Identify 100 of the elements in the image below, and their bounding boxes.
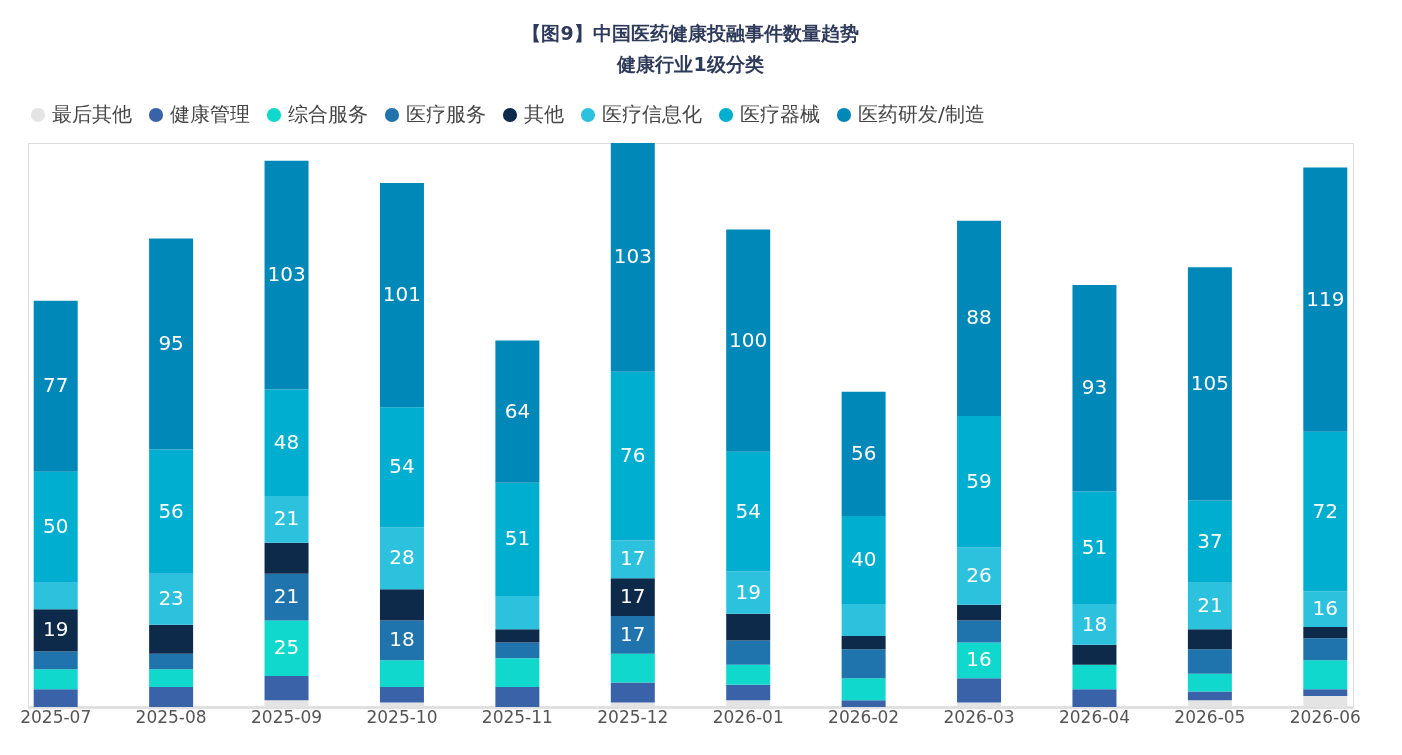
bar <box>495 340 540 483</box>
legend-label: 医疗信息化 <box>602 102 702 126</box>
data-label: 17 <box>620 546 646 571</box>
bar <box>1072 664 1117 690</box>
bar <box>149 653 194 670</box>
data-label: 105 <box>1190 370 1229 395</box>
data-label: 21 <box>1197 592 1223 617</box>
bar <box>841 700 886 707</box>
bar <box>841 604 886 636</box>
data-label: 19 <box>735 579 761 604</box>
data-label: 56 <box>850 440 877 465</box>
bar <box>33 582 78 610</box>
bar <box>841 678 886 701</box>
bar <box>726 664 771 685</box>
bar <box>957 678 1002 703</box>
data-label: 119 <box>1306 286 1345 311</box>
bar <box>1303 660 1348 690</box>
x-tick-label: 2026-02 <box>828 706 900 727</box>
bar <box>1303 689 1348 696</box>
bar <box>610 682 655 703</box>
data-label: 48 <box>273 429 300 454</box>
bar <box>495 687 540 707</box>
bar <box>610 615 655 654</box>
data-label: 77 <box>42 373 69 398</box>
bar <box>149 687 194 707</box>
bar <box>1303 431 1348 592</box>
data-label: 93 <box>1081 375 1108 400</box>
bar <box>149 624 194 654</box>
bar <box>495 642 540 659</box>
x-tick-label: 2025-10 <box>366 706 438 727</box>
bar <box>957 604 1002 621</box>
data-label: 18 <box>389 627 415 652</box>
bar <box>379 589 424 621</box>
bar <box>264 389 309 497</box>
bar <box>1187 691 1232 701</box>
x-tick-label: 2025-09 <box>251 706 323 727</box>
data-label: 16 <box>966 647 992 672</box>
legend-label: 医疗器械 <box>740 102 820 126</box>
bar <box>841 649 886 679</box>
x-tick-label: 2026-04 <box>1058 706 1130 727</box>
bar <box>1303 627 1348 639</box>
bar <box>33 609 78 652</box>
bar <box>264 620 309 676</box>
bar <box>379 660 424 688</box>
data-label: 16 <box>1312 596 1339 621</box>
data-label: 40 <box>850 547 877 572</box>
bar <box>1187 500 1232 583</box>
x-tick-label: 2025-11 <box>481 706 553 727</box>
bar <box>957 547 1002 605</box>
bar <box>610 371 655 541</box>
bar <box>1187 267 1232 501</box>
legend-label: 医疗服务 <box>406 102 486 126</box>
data-label: 72 <box>1312 498 1339 523</box>
data-label: 17 <box>620 584 646 609</box>
bar <box>495 629 540 643</box>
x-tick-label: 2025-12 <box>597 706 669 727</box>
data-label: 101 <box>382 282 422 307</box>
bar <box>1187 673 1232 692</box>
legend-label: 综合服务 <box>288 102 368 126</box>
bar <box>379 620 424 661</box>
bar <box>379 407 424 528</box>
x-tick-label: 2025-07 <box>20 706 92 727</box>
bar <box>610 143 655 372</box>
bar <box>33 300 78 472</box>
bar <box>726 451 771 572</box>
x-tick-label: 2025-08 <box>135 706 207 727</box>
bar <box>33 669 78 690</box>
bar <box>726 684 771 701</box>
data-label: 54 <box>735 498 761 523</box>
bar <box>1187 629 1232 650</box>
data-label: 103 <box>267 262 306 287</box>
bar <box>1187 582 1232 630</box>
data-label: 25 <box>273 635 300 660</box>
bar <box>610 653 655 683</box>
bar <box>264 160 309 390</box>
bar <box>726 229 771 452</box>
bar <box>841 516 886 605</box>
x-tick-label: 2026-05 <box>1174 706 1246 727</box>
bar <box>264 496 309 543</box>
bar <box>149 449 194 574</box>
bar <box>495 658 540 688</box>
legend-label: 医药研发/制造 <box>858 102 985 126</box>
bar <box>33 651 78 670</box>
bar <box>957 220 1002 417</box>
chart-subtitle: 健康行业1级分类 <box>616 53 764 75</box>
bar <box>1072 285 1117 492</box>
data-label: 28 <box>389 545 415 570</box>
data-label: 100 <box>729 327 768 352</box>
bar <box>379 527 424 590</box>
bar <box>495 482 540 596</box>
bar <box>264 573 309 621</box>
data-label: 51 <box>504 526 531 551</box>
bar <box>379 182 424 408</box>
bar <box>957 620 1002 643</box>
bar <box>149 669 194 688</box>
bar <box>495 595 540 630</box>
data-label: 17 <box>620 621 646 646</box>
bar <box>1303 167 1348 432</box>
x-tick-label: 2026-03 <box>943 706 1015 727</box>
bar <box>379 687 424 703</box>
